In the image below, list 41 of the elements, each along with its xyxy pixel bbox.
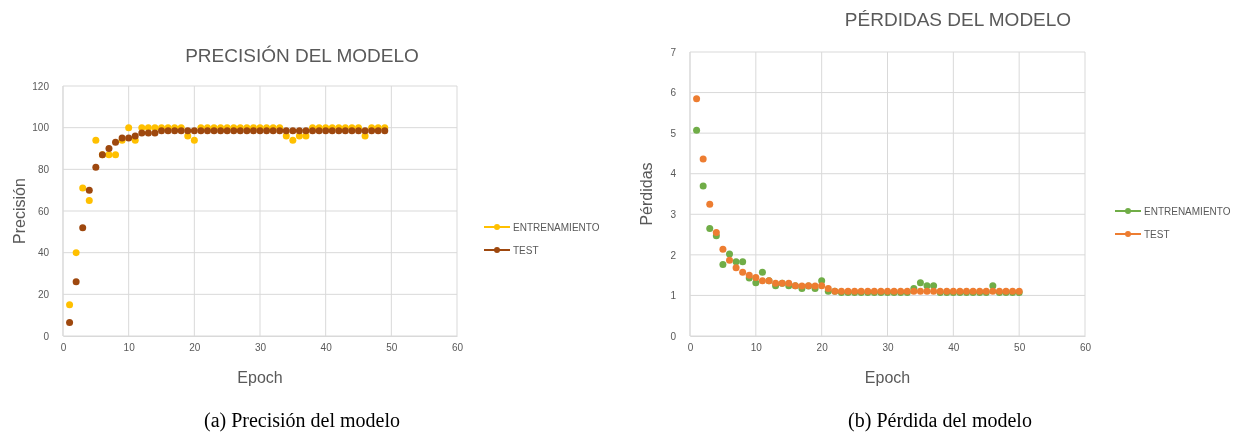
y-tick-label: 7 xyxy=(670,46,677,58)
y-tick-label: 0 xyxy=(43,330,50,342)
x-tick-label: 40 xyxy=(320,342,333,354)
y-tick-label: 0 xyxy=(670,330,677,342)
x-tick-label: 10 xyxy=(123,342,136,354)
y-tick-label: 40 xyxy=(37,247,50,259)
x-tick-label: 30 xyxy=(254,342,267,354)
x-axis-title: Epoch xyxy=(864,369,911,386)
x-tick-label: 20 xyxy=(816,342,829,354)
legend-label: ENTRENAMIENTO xyxy=(1144,206,1231,217)
y-axis-title: Pérdidas xyxy=(638,162,655,226)
chart-title: PRECISIÓN DEL MODELO xyxy=(185,45,419,66)
y-tick-label: 20 xyxy=(37,289,50,301)
y-tick-label: 60 xyxy=(37,205,50,217)
y-tick-label: 120 xyxy=(32,80,50,92)
x-tick-label: 0 xyxy=(687,342,694,354)
y-axis-title: Precisión xyxy=(11,178,28,244)
x-tick-label: 40 xyxy=(948,342,960,354)
legend-label: TEST xyxy=(513,245,539,256)
y-tick-label: 5 xyxy=(670,127,677,139)
y-tick-label: 80 xyxy=(37,164,50,176)
x-tick-label: 20 xyxy=(189,342,201,354)
legend-label: ENTRENAMIENTO xyxy=(513,222,600,233)
x-tick-label: 30 xyxy=(882,342,894,354)
x-tick-label: 0 xyxy=(60,342,67,354)
x-axis-title: Epoch xyxy=(237,369,283,386)
y-tick-label: 6 xyxy=(670,87,677,99)
y-tick-label: 3 xyxy=(670,208,677,220)
chart-title: PÉRDIDAS DEL MODELO xyxy=(844,9,1072,30)
x-tick-label: 50 xyxy=(386,342,398,354)
x-tick-label: 60 xyxy=(451,342,464,354)
text: (b) Pérdida del modelo xyxy=(848,409,1032,432)
x-tick-label: 10 xyxy=(750,342,763,354)
y-tick-label: 2 xyxy=(670,249,677,261)
y-tick-label: 4 xyxy=(670,168,677,180)
x-tick-label: 60 xyxy=(1079,342,1092,354)
text: (a) Precisión del modelo xyxy=(203,409,401,432)
x-tick-label: 50 xyxy=(1014,342,1026,354)
y-tick-label: 1 xyxy=(670,290,677,302)
y-tick-label: 100 xyxy=(32,122,50,134)
legend-label: TEST xyxy=(1144,229,1170,240)
